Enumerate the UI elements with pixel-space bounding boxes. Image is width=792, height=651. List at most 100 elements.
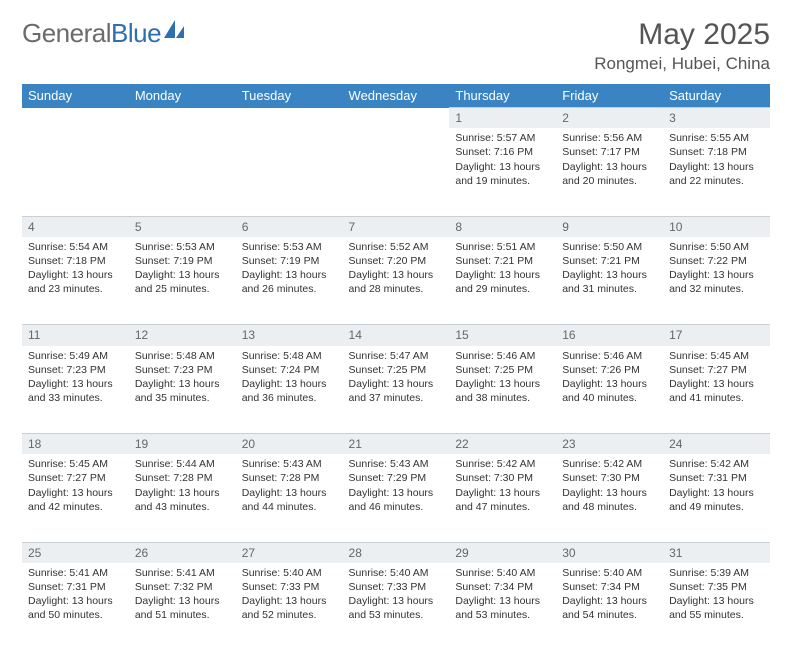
sunset-line: Sunset: 7:27 PM [669, 363, 764, 377]
day-number-cell: 16 [556, 325, 663, 346]
day-content-cell: Sunrise: 5:50 AMSunset: 7:22 PMDaylight:… [663, 237, 770, 325]
day-number-cell: 20 [236, 434, 343, 455]
day-number-cell: 8 [449, 216, 556, 237]
weekday-header: Friday [556, 84, 663, 108]
day-number-cell: 25 [22, 542, 129, 563]
daylight-line: Daylight: 13 hours and 49 minutes. [669, 486, 764, 514]
day-content-cell: Sunrise: 5:39 AMSunset: 7:35 PMDaylight:… [663, 563, 770, 651]
daylight-line: Daylight: 13 hours and 25 minutes. [135, 268, 230, 296]
sunrise-line: Sunrise: 5:55 AM [669, 131, 764, 145]
day-number-cell: 19 [129, 434, 236, 455]
day-number-cell: 2 [556, 108, 663, 129]
day-content-cell: Sunrise: 5:53 AMSunset: 7:19 PMDaylight:… [129, 237, 236, 325]
daylight-line: Daylight: 13 hours and 31 minutes. [562, 268, 657, 296]
day-content-cell: Sunrise: 5:46 AMSunset: 7:26 PMDaylight:… [556, 346, 663, 434]
sunrise-line: Sunrise: 5:48 AM [135, 349, 230, 363]
weekday-header: Sunday [22, 84, 129, 108]
day-number-cell: 4 [22, 216, 129, 237]
sunset-line: Sunset: 7:18 PM [28, 254, 123, 268]
location: Rongmei, Hubei, China [594, 54, 770, 74]
daylight-line: Daylight: 13 hours and 26 minutes. [242, 268, 337, 296]
sunrise-line: Sunrise: 5:46 AM [455, 349, 550, 363]
daylight-line: Daylight: 13 hours and 48 minutes. [562, 486, 657, 514]
sunset-line: Sunset: 7:34 PM [562, 580, 657, 594]
daylight-line: Daylight: 13 hours and 53 minutes. [349, 594, 444, 622]
sunset-line: Sunset: 7:26 PM [562, 363, 657, 377]
day-content-cell: Sunrise: 5:47 AMSunset: 7:25 PMDaylight:… [343, 346, 450, 434]
day-number-row: 123 [22, 108, 770, 129]
sunset-line: Sunset: 7:21 PM [455, 254, 550, 268]
day-content-cell: Sunrise: 5:43 AMSunset: 7:28 PMDaylight:… [236, 454, 343, 542]
sunset-line: Sunset: 7:30 PM [455, 471, 550, 485]
day-content-cell: Sunrise: 5:48 AMSunset: 7:24 PMDaylight:… [236, 346, 343, 434]
sunrise-line: Sunrise: 5:42 AM [455, 457, 550, 471]
sunset-line: Sunset: 7:33 PM [349, 580, 444, 594]
daylight-line: Daylight: 13 hours and 43 minutes. [135, 486, 230, 514]
daylight-line: Daylight: 13 hours and 38 minutes. [455, 377, 550, 405]
daylight-line: Daylight: 13 hours and 19 minutes. [455, 160, 550, 188]
day-content-cell: Sunrise: 5:40 AMSunset: 7:34 PMDaylight:… [449, 563, 556, 651]
sunrise-line: Sunrise: 5:43 AM [242, 457, 337, 471]
logo-word-2: Blue [111, 18, 161, 48]
day-number-cell: 15 [449, 325, 556, 346]
logo: GeneralBlue [22, 18, 186, 49]
daylight-line: Daylight: 13 hours and 22 minutes. [669, 160, 764, 188]
day-content-row: Sunrise: 5:49 AMSunset: 7:23 PMDaylight:… [22, 346, 770, 434]
calendar-body: 123Sunrise: 5:57 AMSunset: 7:16 PMDaylig… [22, 108, 770, 651]
day-number-row: 18192021222324 [22, 434, 770, 455]
day-content-row: Sunrise: 5:45 AMSunset: 7:27 PMDaylight:… [22, 454, 770, 542]
day-content-cell: Sunrise: 5:57 AMSunset: 7:16 PMDaylight:… [449, 128, 556, 216]
daylight-line: Daylight: 13 hours and 41 minutes. [669, 377, 764, 405]
sunset-line: Sunset: 7:30 PM [562, 471, 657, 485]
day-content-cell: Sunrise: 5:52 AMSunset: 7:20 PMDaylight:… [343, 237, 450, 325]
sunrise-line: Sunrise: 5:56 AM [562, 131, 657, 145]
sunrise-line: Sunrise: 5:52 AM [349, 240, 444, 254]
sunrise-line: Sunrise: 5:40 AM [562, 566, 657, 580]
sunset-line: Sunset: 7:34 PM [455, 580, 550, 594]
weekday-header: Tuesday [236, 84, 343, 108]
day-number-cell: 30 [556, 542, 663, 563]
day-number-cell: 7 [343, 216, 450, 237]
day-content-cell: Sunrise: 5:51 AMSunset: 7:21 PMDaylight:… [449, 237, 556, 325]
day-content-cell: Sunrise: 5:43 AMSunset: 7:29 PMDaylight:… [343, 454, 450, 542]
day-number-cell: 10 [663, 216, 770, 237]
day-content-cell: Sunrise: 5:48 AMSunset: 7:23 PMDaylight:… [129, 346, 236, 434]
daylight-line: Daylight: 13 hours and 36 minutes. [242, 377, 337, 405]
sunset-line: Sunset: 7:22 PM [669, 254, 764, 268]
day-number-cell: 5 [129, 216, 236, 237]
sunset-line: Sunset: 7:20 PM [349, 254, 444, 268]
sunset-line: Sunset: 7:28 PM [135, 471, 230, 485]
day-content-cell: Sunrise: 5:42 AMSunset: 7:30 PMDaylight:… [556, 454, 663, 542]
day-number-cell: 24 [663, 434, 770, 455]
day-content-cell: Sunrise: 5:45 AMSunset: 7:27 PMDaylight:… [22, 454, 129, 542]
weekday-header: Wednesday [343, 84, 450, 108]
day-number-cell: 18 [22, 434, 129, 455]
sunrise-line: Sunrise: 5:44 AM [135, 457, 230, 471]
sunrise-line: Sunrise: 5:40 AM [242, 566, 337, 580]
day-content-cell: Sunrise: 5:44 AMSunset: 7:28 PMDaylight:… [129, 454, 236, 542]
sunset-line: Sunset: 7:27 PM [28, 471, 123, 485]
sunset-line: Sunset: 7:25 PM [349, 363, 444, 377]
day-number-cell: 13 [236, 325, 343, 346]
day-content-row: Sunrise: 5:54 AMSunset: 7:18 PMDaylight:… [22, 237, 770, 325]
daylight-line: Daylight: 13 hours and 55 minutes. [669, 594, 764, 622]
daylight-line: Daylight: 13 hours and 35 minutes. [135, 377, 230, 405]
sunset-line: Sunset: 7:24 PM [242, 363, 337, 377]
logo-text: GeneralBlue [22, 18, 161, 49]
day-number-cell: 1 [449, 108, 556, 129]
sunrise-line: Sunrise: 5:53 AM [242, 240, 337, 254]
daylight-line: Daylight: 13 hours and 42 minutes. [28, 486, 123, 514]
sunrise-line: Sunrise: 5:48 AM [242, 349, 337, 363]
day-number-cell: 26 [129, 542, 236, 563]
day-content-cell: Sunrise: 5:41 AMSunset: 7:32 PMDaylight:… [129, 563, 236, 651]
sunrise-line: Sunrise: 5:39 AM [669, 566, 764, 580]
sunrise-line: Sunrise: 5:45 AM [669, 349, 764, 363]
day-content-cell: Sunrise: 5:40 AMSunset: 7:33 PMDaylight:… [236, 563, 343, 651]
daylight-line: Daylight: 13 hours and 28 minutes. [349, 268, 444, 296]
day-content-cell: Sunrise: 5:46 AMSunset: 7:25 PMDaylight:… [449, 346, 556, 434]
sunset-line: Sunset: 7:35 PM [669, 580, 764, 594]
daylight-line: Daylight: 13 hours and 32 minutes. [669, 268, 764, 296]
logo-sail-icon [164, 20, 186, 40]
sunset-line: Sunset: 7:29 PM [349, 471, 444, 485]
sunset-line: Sunset: 7:18 PM [669, 145, 764, 159]
